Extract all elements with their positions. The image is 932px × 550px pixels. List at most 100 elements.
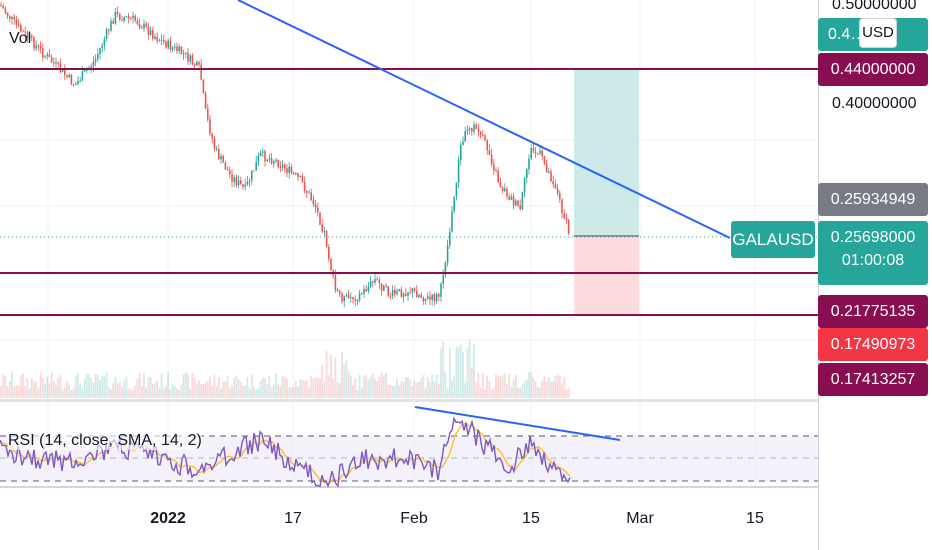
volume-bar <box>299 379 302 398</box>
volume-bar <box>114 376 117 398</box>
volume-bar <box>129 389 132 398</box>
volume-bar <box>314 377 317 398</box>
volume-bar <box>492 387 495 398</box>
volume-bar <box>550 381 552 398</box>
currency-badge[interactable]: USD <box>859 18 897 48</box>
long-position-target-zone[interactable] <box>574 69 639 236</box>
volume-bar <box>28 388 31 398</box>
volume-bar <box>195 384 198 398</box>
candle-body <box>517 200 519 206</box>
candle-body <box>70 74 73 85</box>
volume-bar <box>138 372 141 398</box>
candle-body <box>231 173 233 182</box>
volume-bar <box>365 374 368 398</box>
candle-body <box>545 163 548 173</box>
candle-body <box>398 289 400 291</box>
volume-bar <box>376 381 379 398</box>
volume-bar <box>528 372 530 398</box>
candle-body <box>286 168 288 173</box>
candle-body <box>9 16 11 19</box>
volume-bar <box>402 381 405 398</box>
volume-bar <box>453 376 456 398</box>
candle-body <box>482 134 484 136</box>
volume-bar <box>30 378 33 398</box>
candle-body <box>251 170 253 181</box>
candle-body <box>325 230 328 247</box>
volume-bar <box>536 386 539 398</box>
volume-bar <box>345 360 348 398</box>
volume-bar <box>374 378 376 398</box>
candle-body <box>306 191 308 193</box>
candle-body <box>347 295 350 299</box>
candle-body <box>563 213 565 219</box>
candle-body <box>526 169 528 179</box>
volume-bars <box>0 339 570 398</box>
volume-bar <box>411 385 414 398</box>
volume-bar <box>15 384 18 398</box>
volume-bar <box>127 388 130 398</box>
rsi-divergence-line[interactable] <box>414 406 621 441</box>
candle-body <box>158 40 161 42</box>
candle-body <box>163 39 165 42</box>
candle-body <box>319 212 321 225</box>
volume-bar <box>220 388 222 398</box>
volume-bar <box>112 382 115 398</box>
volume-bar <box>61 389 64 398</box>
candle-body <box>308 192 310 194</box>
candle-body <box>211 133 213 139</box>
volume-bar <box>217 376 220 398</box>
volume-bar <box>246 376 249 398</box>
candle-body <box>559 193 561 200</box>
volume-bar <box>253 386 255 398</box>
candle-body <box>270 158 273 164</box>
volume-bar <box>462 351 464 398</box>
candle-body <box>187 52 189 62</box>
candle-body <box>31 35 33 38</box>
volume-bar <box>94 373 97 398</box>
volume-bar <box>565 389 568 398</box>
candle-body <box>396 290 398 295</box>
time-axis-label: 2022 <box>150 510 186 527</box>
candle-body <box>28 35 31 39</box>
candle-body <box>380 283 383 291</box>
volume-bar <box>508 373 511 398</box>
rsi-indicator-label[interactable]: RSI (14, close, SMA, 14, 2) <box>8 432 202 450</box>
candle-body <box>213 138 216 149</box>
volume-bar <box>316 377 319 398</box>
long-position-stop-zone[interactable] <box>574 236 639 315</box>
candle-body <box>215 148 218 150</box>
candle-body <box>431 294 433 300</box>
volume-bar <box>169 389 172 398</box>
candle-body <box>2 6 4 9</box>
volume-bar <box>512 379 515 398</box>
volume-bar <box>235 375 238 398</box>
volume-bar <box>281 375 284 398</box>
pane-separator[interactable] <box>0 399 818 402</box>
volume-bar <box>532 377 535 398</box>
volume-bar <box>310 375 313 398</box>
volume-bar <box>211 385 214 398</box>
descending-trendline[interactable] <box>237 0 731 239</box>
candle-body <box>24 31 26 33</box>
volume-bar <box>415 382 418 398</box>
candle-body <box>292 172 295 174</box>
candle-body <box>391 289 394 297</box>
candle-body <box>350 297 352 299</box>
candle-body <box>345 295 348 297</box>
volume-bar <box>191 372 194 398</box>
volume-bar <box>178 389 181 398</box>
volume-bar <box>213 374 216 398</box>
volume-bar <box>525 379 528 398</box>
candle-body <box>266 159 268 162</box>
volume-bar <box>367 379 370 398</box>
candle-body <box>22 31 24 33</box>
volume-bar <box>495 374 497 398</box>
volume-bar <box>466 348 469 398</box>
candle-body <box>112 21 114 24</box>
candle-body <box>55 62 57 64</box>
volume-bar <box>200 383 203 398</box>
candle-body <box>550 171 552 182</box>
volume-bar <box>193 377 196 398</box>
candle-body <box>240 180 242 185</box>
